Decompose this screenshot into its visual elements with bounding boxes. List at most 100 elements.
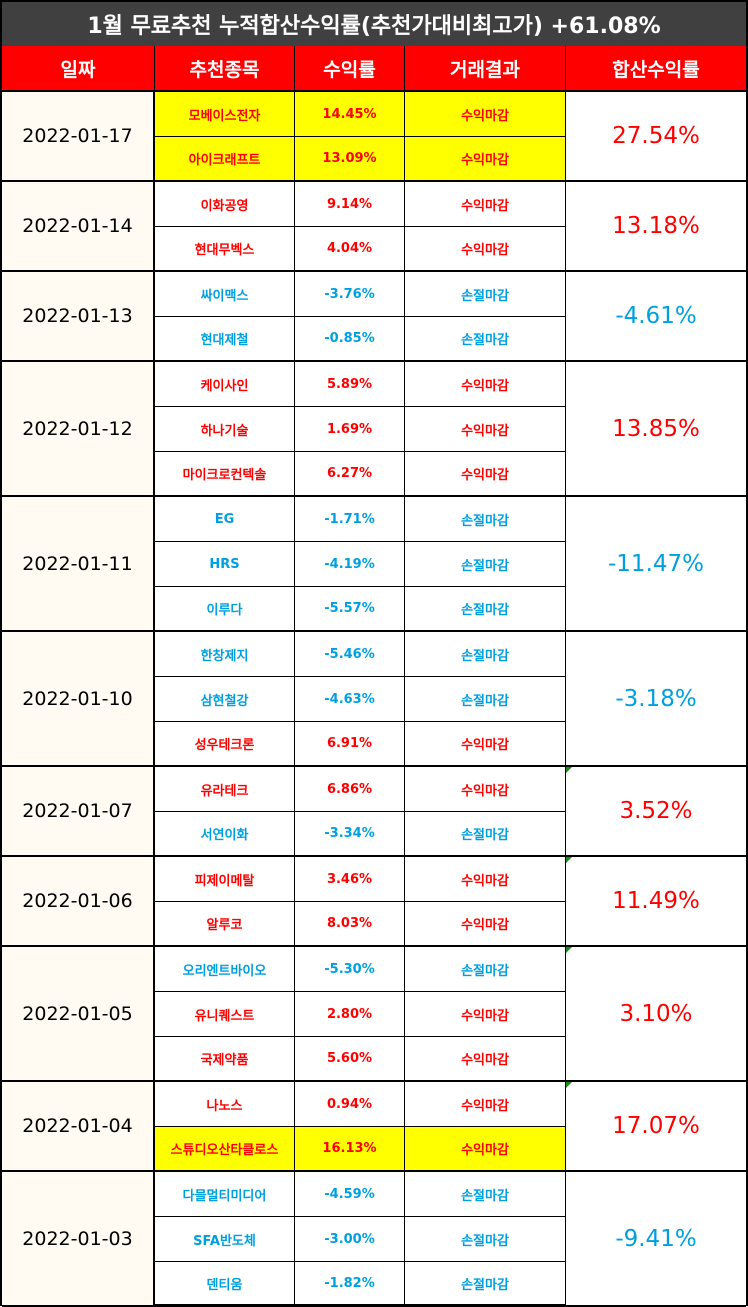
return-rate: -3.76% bbox=[295, 272, 405, 317]
return-rate: 6.27% bbox=[295, 452, 405, 497]
trade-result: 수익마감 bbox=[405, 452, 566, 497]
date-cell: 2022-01-06 bbox=[2, 857, 155, 947]
trade-result: 손절마감 bbox=[405, 587, 566, 632]
group-total: -11.47% bbox=[566, 497, 746, 632]
trade-result: 손절마감 bbox=[405, 317, 566, 362]
trade-result: 수익마감 bbox=[405, 227, 566, 272]
trade-result: 손절마감 bbox=[405, 947, 566, 992]
stock-name: EG bbox=[155, 497, 295, 542]
header-result: 거래결과 bbox=[405, 46, 566, 92]
group-total: 17.07% bbox=[566, 1082, 746, 1172]
return-rate: 16.13% bbox=[295, 1127, 405, 1172]
return-rate: -5.46% bbox=[295, 632, 405, 677]
group-total: -3.18% bbox=[566, 632, 746, 767]
stock-name: 알루코 bbox=[155, 902, 295, 947]
stock-name: 케이사인 bbox=[155, 362, 295, 407]
trade-result: 손절마감 bbox=[405, 272, 566, 317]
date-cell: 2022-01-03 bbox=[2, 1172, 155, 1307]
stock-name: 마이크로컨텍솔 bbox=[155, 452, 295, 497]
stock-name: 국제약품 bbox=[155, 1037, 295, 1082]
trade-result: 손절마감 bbox=[405, 1172, 566, 1217]
stock-name: 성우테크론 bbox=[155, 722, 295, 767]
trade-result: 수익마감 bbox=[405, 1082, 566, 1127]
stock-name: 오리엔트바이오 bbox=[155, 947, 295, 992]
date-cell: 2022-01-05 bbox=[2, 947, 155, 1082]
return-rate: -4.63% bbox=[295, 677, 405, 722]
stock-name: 스튜디오산타클로스 bbox=[155, 1127, 295, 1172]
stock-name: 한창제지 bbox=[155, 632, 295, 677]
trade-result: 수익마감 bbox=[405, 407, 566, 452]
return-rate: 0.94% bbox=[295, 1082, 405, 1127]
stock-name: 유니퀘스트 bbox=[155, 992, 295, 1037]
date-cell: 2022-01-07 bbox=[2, 767, 155, 857]
trade-result: 손절마감 bbox=[405, 812, 566, 857]
trade-result: 수익마감 bbox=[405, 992, 566, 1037]
date-cell: 2022-01-13 bbox=[2, 272, 155, 362]
date-cell: 2022-01-14 bbox=[2, 182, 155, 272]
return-rate: -4.59% bbox=[295, 1172, 405, 1217]
comment-marker-icon bbox=[566, 1082, 572, 1088]
stock-name: 다믈멀티미디어 bbox=[155, 1172, 295, 1217]
return-rate: 13.09% bbox=[295, 137, 405, 182]
return-rate: 6.91% bbox=[295, 722, 405, 767]
stock-name: 유라테크 bbox=[155, 767, 295, 812]
group-total: 3.52% bbox=[566, 767, 746, 857]
trade-result: 수익마감 bbox=[405, 137, 566, 182]
stock-name: 이화공영 bbox=[155, 182, 295, 227]
comment-marker-icon bbox=[566, 947, 572, 953]
group-total: 27.54% bbox=[566, 92, 746, 182]
stock-name: 이루다 bbox=[155, 587, 295, 632]
group-total: -9.41% bbox=[566, 1172, 746, 1307]
trade-result: 수익마감 bbox=[405, 767, 566, 812]
return-rate: -1.71% bbox=[295, 497, 405, 542]
stock-name: 모베이스전자 bbox=[155, 92, 295, 137]
return-rate: 5.60% bbox=[295, 1037, 405, 1082]
group-total: 3.10% bbox=[566, 947, 746, 1082]
trade-result: 수익마감 bbox=[405, 1127, 566, 1172]
stock-name: 싸이맥스 bbox=[155, 272, 295, 317]
stock-name: 삼현철강 bbox=[155, 677, 295, 722]
group-total: 11.49% bbox=[566, 857, 746, 947]
header-date: 일짜 bbox=[2, 46, 155, 92]
header-stock: 추천종목 bbox=[155, 46, 295, 92]
trade-result: 손절마감 bbox=[405, 542, 566, 587]
trade-result: 손절마감 bbox=[405, 677, 566, 722]
header-total: 합산수익률 bbox=[566, 46, 746, 92]
return-rate: 5.89% bbox=[295, 362, 405, 407]
group-total: 13.18% bbox=[566, 182, 746, 272]
trade-result: 수익마감 bbox=[405, 362, 566, 407]
stock-name: 나노스 bbox=[155, 1082, 295, 1127]
stock-name: 하나기술 bbox=[155, 407, 295, 452]
comment-marker-icon bbox=[566, 767, 572, 773]
trade-result: 수익마감 bbox=[405, 182, 566, 227]
trade-result: 손절마감 bbox=[405, 1262, 566, 1307]
return-rate: -1.82% bbox=[295, 1262, 405, 1307]
return-rate: 1.69% bbox=[295, 407, 405, 452]
group-total: -4.61% bbox=[566, 272, 746, 362]
return-rate: 6.86% bbox=[295, 767, 405, 812]
date-cell: 2022-01-17 bbox=[2, 92, 155, 182]
stock-name: HRS bbox=[155, 542, 295, 587]
return-rate: 8.03% bbox=[295, 902, 405, 947]
stock-name: 현대제철 bbox=[155, 317, 295, 362]
return-rate: 3.46% bbox=[295, 857, 405, 902]
return-rate: 14.45% bbox=[295, 92, 405, 137]
return-rate: -4.19% bbox=[295, 542, 405, 587]
comment-marker-icon bbox=[566, 857, 572, 863]
stock-name: 현대무벡스 bbox=[155, 227, 295, 272]
trade-result: 손절마감 bbox=[405, 1217, 566, 1262]
stock-name: 피제이메탈 bbox=[155, 857, 295, 902]
group-total: 13.85% bbox=[566, 362, 746, 497]
trade-result: 손절마감 bbox=[405, 632, 566, 677]
stock-name: 서연이화 bbox=[155, 812, 295, 857]
date-cell: 2022-01-10 bbox=[2, 632, 155, 767]
return-rate: 2.80% bbox=[295, 992, 405, 1037]
return-rate: -3.34% bbox=[295, 812, 405, 857]
trade-result: 수익마감 bbox=[405, 857, 566, 902]
trade-result: 수익마감 bbox=[405, 722, 566, 767]
date-cell: 2022-01-11 bbox=[2, 497, 155, 632]
return-rate: 9.14% bbox=[295, 182, 405, 227]
date-cell: 2022-01-04 bbox=[2, 1082, 155, 1172]
stock-name: 아이크래프트 bbox=[155, 137, 295, 182]
